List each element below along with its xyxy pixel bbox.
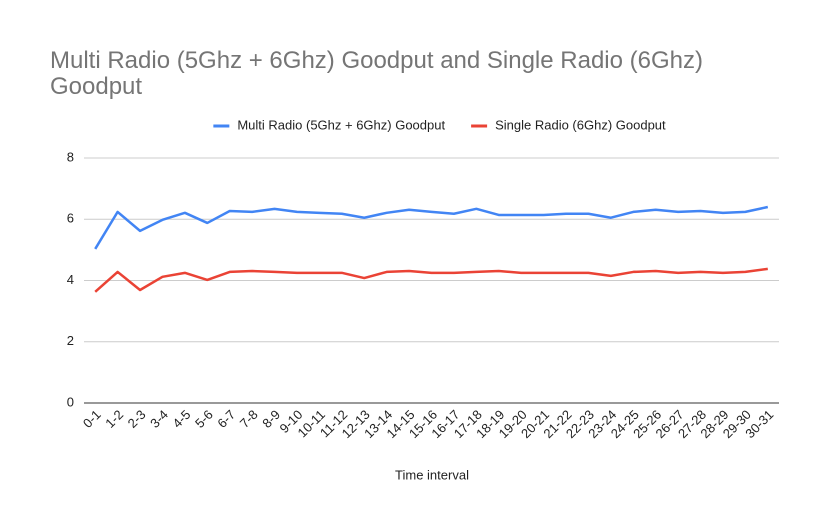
x-tick-label: 5-6 (192, 407, 216, 431)
legend: Multi Radio (5Ghz + 6Ghz) Goodput Single … (213, 117, 666, 132)
y-tick-label: 2 (67, 333, 74, 348)
x-tick-label: 4-5 (170, 407, 194, 431)
x-tick-label: 6-7 (214, 407, 238, 431)
series-line (94, 205, 769, 250)
y-tick-label: 4 (67, 272, 74, 287)
y-tick-label: 0 (67, 394, 74, 409)
x-tick-label: 1-2 (102, 407, 126, 431)
legend-label: Single Radio (6Ghz) Goodput (495, 117, 666, 132)
x-tick-label: 2-3 (125, 407, 149, 431)
chart-title: Multi Radio (5Ghz + 6Ghz) Goodput and Si… (50, 47, 704, 100)
legend-label: Multi Radio (5Ghz + 6Ghz) Goodput (237, 117, 445, 132)
y-tick-label: 8 (67, 149, 74, 164)
x-tick-label: 3-4 (147, 407, 171, 431)
series-line (94, 267, 768, 293)
x-tick-label: 7-8 (237, 407, 261, 431)
y-tick-label: 6 (67, 211, 74, 226)
x-axis-title: Time interval (395, 467, 469, 482)
x-tick-label: 0-1 (80, 407, 104, 431)
